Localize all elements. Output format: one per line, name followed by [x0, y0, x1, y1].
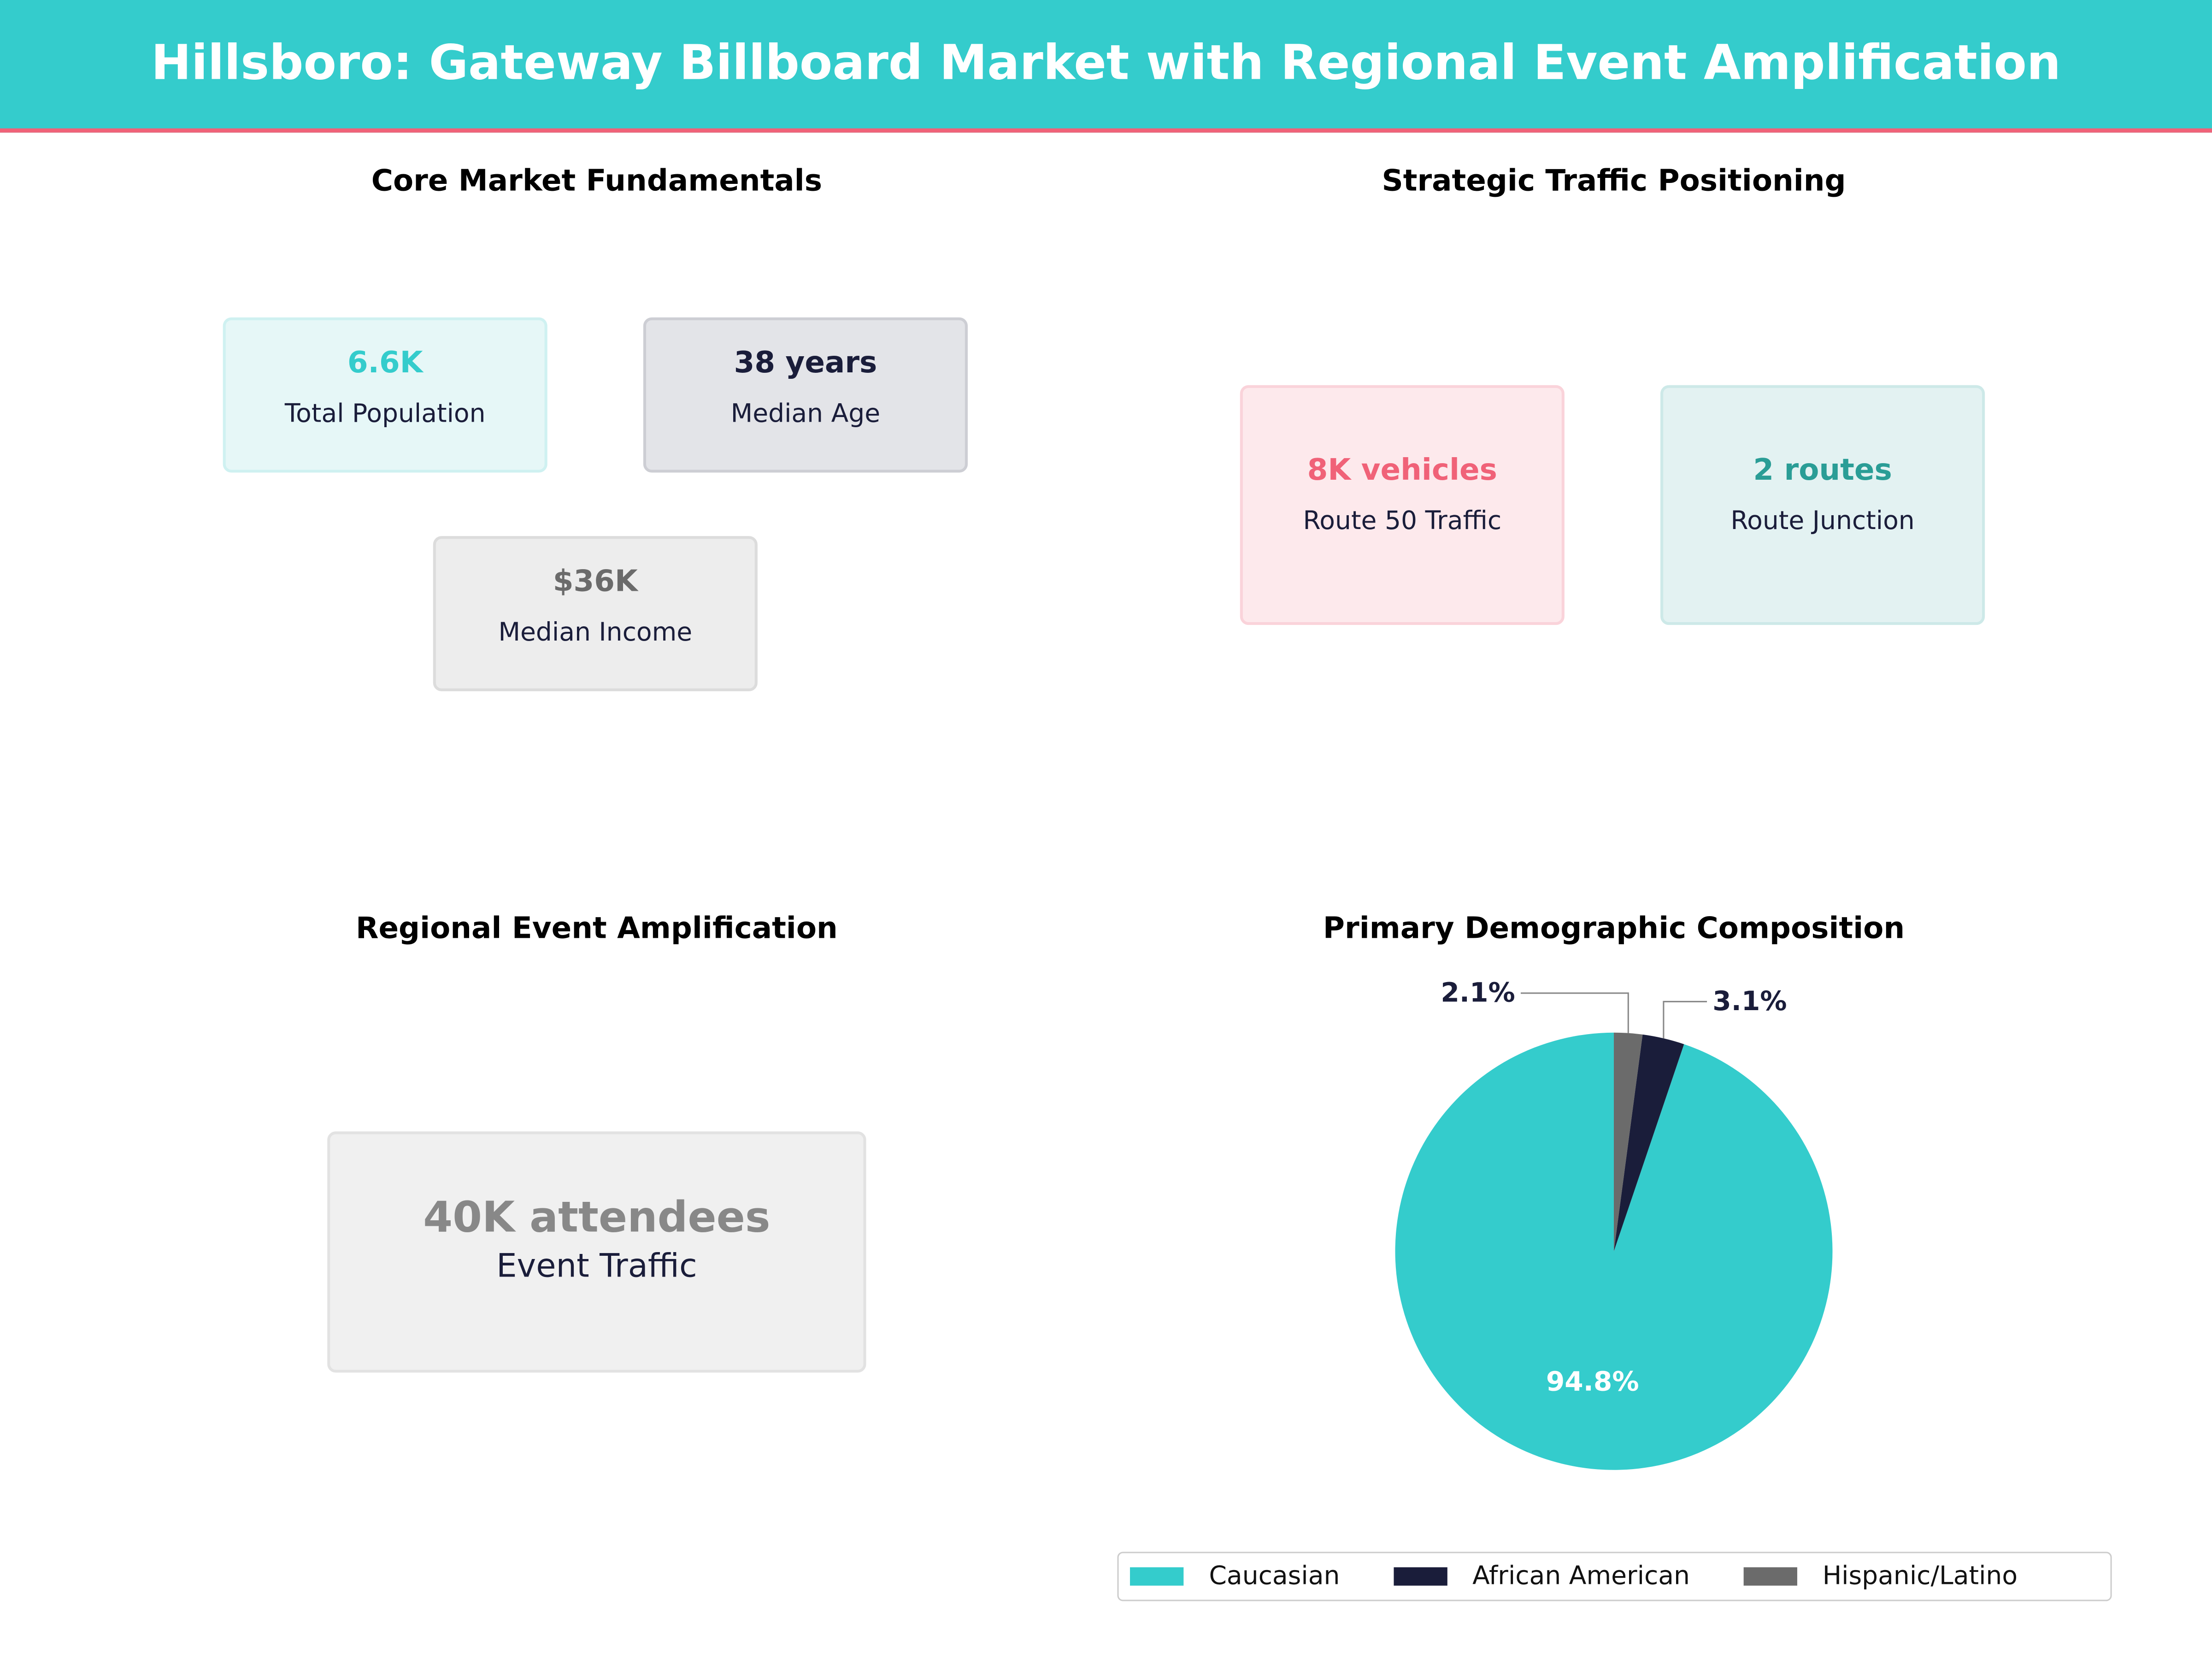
card-value: 38 years [734, 345, 877, 380]
pie-label: 94.8% [1546, 1366, 1639, 1397]
legend-swatch [1130, 1567, 1184, 1586]
page-title: Hillsboro: Gateway Billboard Market with… [151, 35, 2061, 92]
card-event-traffic: 40K attendees Event Traffic [327, 1131, 866, 1373]
card-route-traffic: 8K vehicles Route 50 Traffic [1240, 385, 1565, 625]
pie-label: 2.1% [1441, 977, 1515, 1008]
chart-legend: Caucasian African American Hispanic/Lati… [1117, 1552, 2112, 1601]
fundamentals-title: Core Market Fundamentals [371, 164, 823, 198]
legend-label: Hispanic/Latino [1822, 1561, 2018, 1592]
card-label: Route 50 Traffic [1303, 506, 1502, 536]
pie-label: 3.1% [1712, 985, 1787, 1017]
legend-label: African American [1472, 1561, 1690, 1592]
card-label: Route Junction [1730, 506, 1915, 536]
pie-slice-african-american [1614, 1034, 1684, 1252]
traffic-title: Strategic Traffic Positioning [1382, 164, 1846, 198]
header-banner: Hillsboro: Gateway Billboard Market with… [0, 0, 2212, 133]
card-median-income: $36K Median Income [433, 536, 758, 691]
card-label: Median Age [730, 399, 881, 429]
card-label: Median Income [498, 618, 693, 648]
pie-slice-caucasian [1395, 1032, 1833, 1470]
card-value: 2 routes [1753, 453, 1892, 487]
legend-swatch [1393, 1567, 1447, 1586]
card-label: Total Population [284, 399, 486, 429]
card-value: 6.6K [347, 345, 423, 380]
card-value: 40K attendees [423, 1193, 771, 1243]
legend-item-caucasian: Caucasian [1130, 1562, 1340, 1591]
chart-title: Primary Demographic Composition [1323, 911, 1905, 946]
card-value: 8K vehicles [1307, 453, 1497, 487]
card-value: $36K [553, 564, 638, 598]
card-median-age: 38 years Median Age [643, 317, 968, 473]
pie-slice-hispanic-latino [1614, 1032, 1643, 1252]
events-title: Regional Event Amplification [355, 911, 838, 946]
card-population: 6.6K Total Population [223, 317, 547, 473]
legend-item-hispanic-latino: Hispanic/Latino [1743, 1562, 2018, 1591]
legend-item-african-american: African American [1393, 1561, 1690, 1592]
card-route-junction: 2 routes Route Junction [1660, 385, 1985, 625]
pie-leader-line [1520, 992, 1629, 1033]
card-label: Event Traffic [496, 1248, 697, 1285]
pie-leader-line [1663, 1000, 1707, 1039]
legend-label: Caucasian [1209, 1561, 1340, 1592]
legend-swatch [1743, 1567, 1797, 1586]
